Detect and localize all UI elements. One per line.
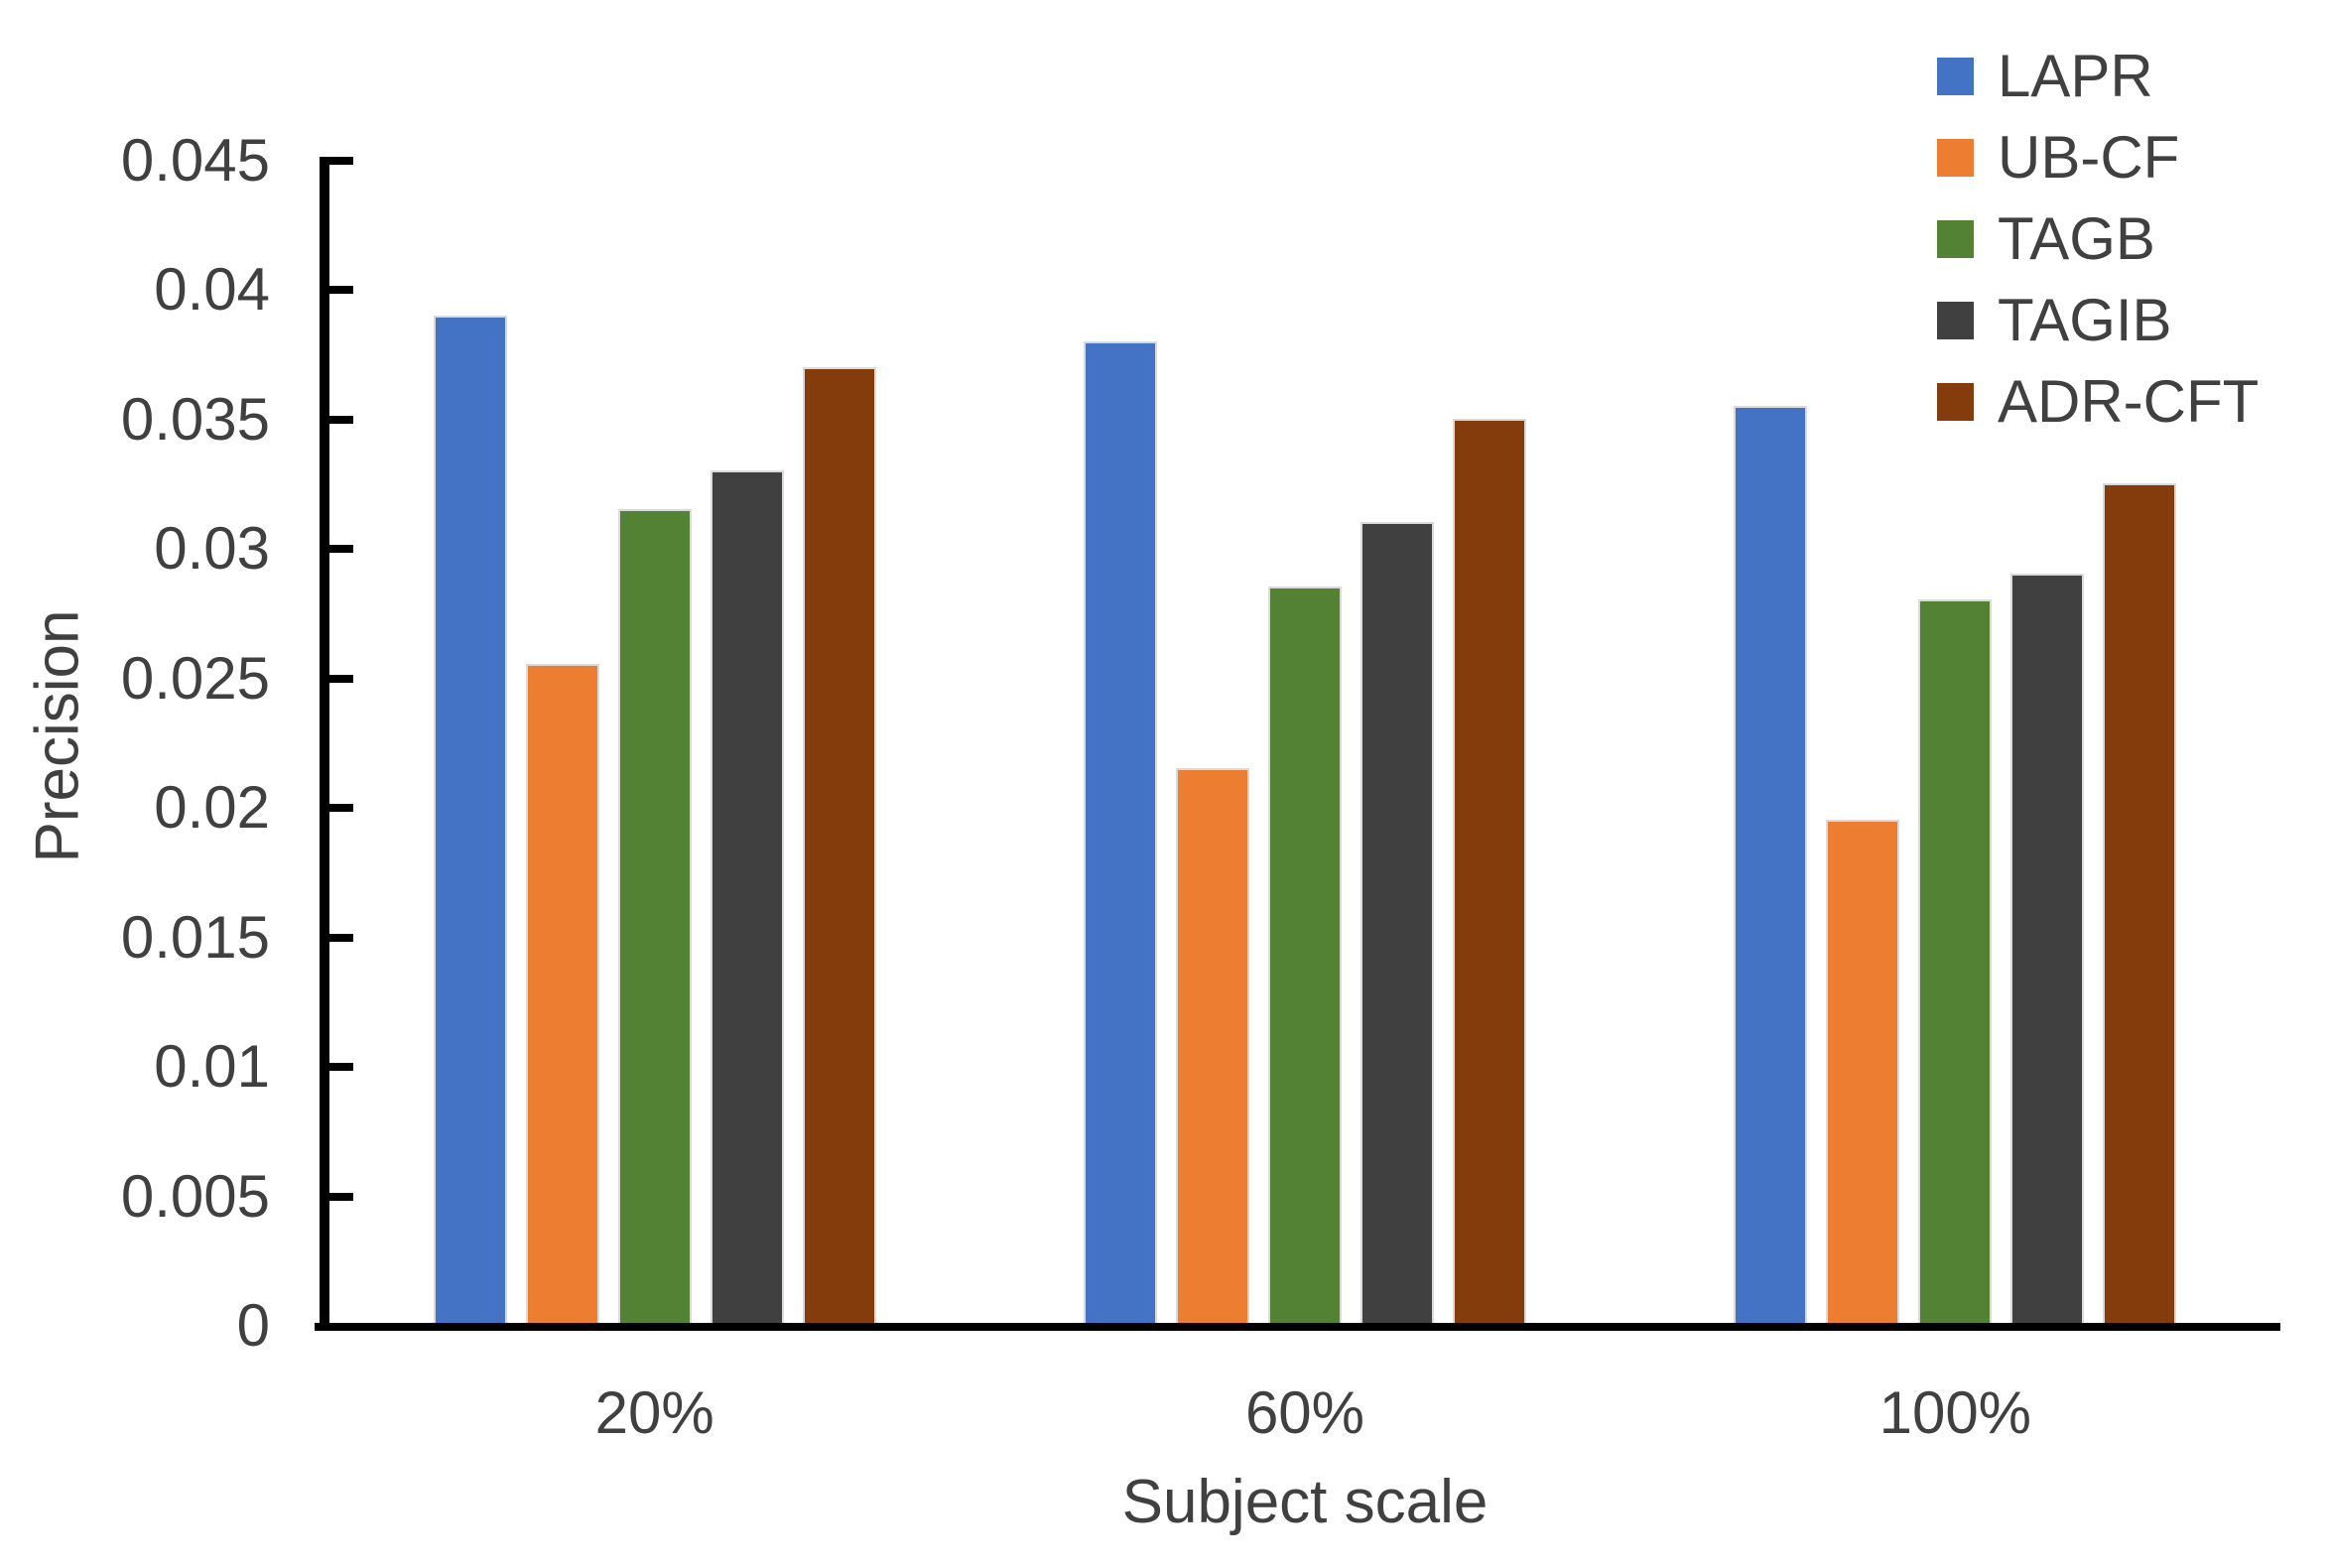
legend-label-UB-CF: UB-CF (1998, 124, 2180, 191)
x-axis-category-labels: 20% 60% 100% (329, 1381, 2280, 1445)
legend-entry-LAPR: LAPR (1937, 43, 2259, 109)
bar-group-60% (979, 161, 1629, 1323)
y-tick-label-0.04: 0.04 (154, 256, 270, 324)
bar-TAGIB-100% (2010, 574, 2085, 1323)
y-tick-0.005 (329, 1192, 353, 1201)
y-tick-label-0.035: 0.035 (120, 385, 270, 453)
legend-swatch-UB-CF (1937, 139, 1974, 177)
y-tick-0.03 (329, 545, 353, 554)
y-axis-line (320, 157, 329, 1330)
legend-entry-TAGB: TAGB (1937, 205, 2259, 272)
bar-TAGIB-20% (710, 470, 784, 1323)
bar-UB-CF-20% (525, 664, 599, 1323)
legend-label-LAPR: LAPR (1998, 43, 2153, 109)
legend-entry-ADR-CFT: ADR-CFT (1937, 368, 2260, 435)
legend-swatch-ADR-CFT (1937, 383, 1974, 421)
bar-group-100% (1630, 161, 2280, 1323)
y-tick-0.01 (329, 1063, 353, 1072)
x-category-label-20%: 20% (594, 1379, 714, 1446)
bar-TAGB-100% (1918, 599, 1993, 1323)
x-axis-title: Subject scale (1121, 1468, 1489, 1536)
legend-swatch-TAGIB (1937, 302, 1974, 339)
bar-UB-CF-100% (1826, 819, 1900, 1323)
bar-TAGIB-60% (1359, 522, 1434, 1323)
legend-swatch-LAPR (1937, 58, 1974, 95)
legend-label-ADR-CFT: ADR-CFT (1998, 368, 2260, 435)
y-tick-label-0.03: 0.03 (154, 515, 270, 583)
y-tick-label-0.005: 0.005 (120, 1162, 270, 1230)
y-tick-label-0.045: 0.045 (120, 127, 270, 194)
y-tick-label-0.015: 0.015 (120, 903, 270, 971)
x-axis-line (315, 1323, 2280, 1331)
y-tick-0.02 (329, 804, 353, 813)
y-tick-label-0: 0 (236, 1292, 270, 1359)
bar-LAPR-20% (433, 316, 507, 1323)
bar-ADR-CFT-60% (1452, 419, 1526, 1323)
legend-entry-TAGIB: TAGIB (1937, 287, 2259, 353)
x-category-label-60%: 60% (1244, 1379, 1365, 1446)
bar-LAPR-60% (1083, 341, 1157, 1323)
y-tick-label-0.01: 0.01 (154, 1033, 270, 1101)
y-tick-0.025 (329, 674, 353, 683)
y-tick-label-0.02: 0.02 (154, 774, 270, 842)
y-tick-label-0.025: 0.025 (120, 644, 270, 712)
bar-TAGB-60% (1267, 587, 1342, 1323)
y-tick-0.045 (329, 157, 353, 165)
y-tick-0.04 (329, 286, 353, 295)
plot-area (329, 161, 2280, 1323)
bar-group-20% (329, 161, 979, 1323)
legend-entry-UB-CF: UB-CF (1937, 124, 2259, 191)
x-category-label-100%: 100% (1878, 1379, 2032, 1446)
legend-label-TAGIB: TAGIB (1998, 287, 2172, 353)
bar-ADR-CFT-100% (2103, 483, 2177, 1323)
bar-UB-CF-60% (1175, 767, 1249, 1323)
legend-swatch-TAGB (1937, 220, 1974, 258)
legend: LAPR UB-CF TAGB TAGIB ADR-CFT (1937, 43, 2260, 455)
legend-label-TAGB: TAGB (1998, 205, 2155, 272)
y-tick-0.035 (329, 415, 353, 424)
y-tick-0.015 (329, 933, 353, 942)
bar-ADR-CFT-20% (802, 367, 876, 1323)
bar-TAGB-20% (617, 509, 692, 1323)
bar-LAPR-100% (1734, 406, 1808, 1323)
